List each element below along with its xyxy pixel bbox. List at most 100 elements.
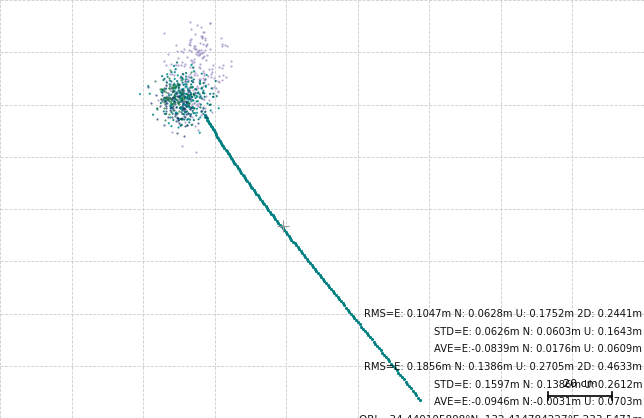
- Point: [188, 64, 198, 70]
- Point: [179, 133, 189, 139]
- Point: [168, 87, 178, 94]
- Point: [201, 112, 211, 118]
- Point: [199, 90, 209, 97]
- Point: [401, 378, 411, 385]
- Point: [160, 98, 171, 105]
- Point: [236, 170, 247, 176]
- Point: [196, 94, 206, 100]
- Point: [189, 89, 200, 96]
- Point: [334, 296, 345, 303]
- Point: [179, 92, 189, 99]
- Point: [198, 48, 208, 55]
- Point: [189, 71, 199, 78]
- Point: [174, 94, 184, 101]
- Point: [191, 112, 202, 119]
- Point: [206, 122, 216, 129]
- Point: [205, 121, 215, 127]
- Point: [180, 94, 191, 101]
- Point: [176, 89, 187, 95]
- Point: [190, 42, 200, 49]
- Point: [176, 95, 186, 102]
- Point: [313, 270, 323, 276]
- Point: [263, 206, 274, 213]
- Point: [173, 115, 183, 121]
- Point: [164, 111, 175, 117]
- Point: [167, 101, 177, 108]
- Point: [161, 89, 171, 96]
- Point: [182, 122, 193, 128]
- Point: [182, 99, 193, 106]
- Point: [191, 148, 202, 155]
- Point: [165, 83, 175, 89]
- Point: [188, 64, 198, 71]
- Point: [170, 92, 180, 98]
- Point: [208, 90, 218, 97]
- Point: [259, 201, 269, 208]
- Point: [368, 338, 379, 345]
- Point: [412, 392, 422, 399]
- Point: [180, 109, 190, 116]
- Point: [206, 70, 216, 77]
- Point: [194, 52, 204, 59]
- Point: [211, 84, 221, 91]
- Point: [175, 77, 185, 84]
- Point: [176, 122, 187, 128]
- Point: [201, 113, 211, 120]
- Point: [207, 62, 218, 69]
- Point: [163, 90, 173, 97]
- Point: [182, 94, 192, 100]
- Point: [200, 105, 210, 112]
- Point: [218, 72, 229, 79]
- Point: [181, 110, 191, 117]
- Point: [201, 82, 211, 89]
- Point: [197, 35, 207, 41]
- Point: [168, 89, 178, 96]
- Point: [292, 244, 303, 251]
- Point: [205, 19, 216, 26]
- Point: [207, 69, 217, 75]
- Point: [204, 81, 214, 88]
- Point: [187, 94, 197, 100]
- Point: [282, 231, 292, 237]
- Point: [162, 51, 173, 57]
- Point: [185, 104, 196, 110]
- Point: [310, 265, 320, 272]
- Point: [161, 94, 171, 100]
- Point: [205, 107, 216, 114]
- Point: [172, 82, 182, 89]
- Point: [168, 117, 178, 123]
- Point: [182, 81, 192, 88]
- Point: [169, 92, 179, 98]
- Point: [270, 216, 281, 222]
- Point: [180, 94, 190, 100]
- Point: [169, 88, 179, 94]
- Point: [177, 75, 187, 82]
- Point: [199, 71, 209, 78]
- Point: [255, 196, 265, 202]
- Point: [171, 91, 182, 97]
- Point: [169, 99, 180, 106]
- Point: [171, 82, 181, 89]
- Point: [176, 105, 187, 112]
- Point: [214, 137, 225, 143]
- Point: [185, 89, 196, 96]
- Point: [161, 102, 171, 109]
- Point: [175, 105, 185, 112]
- Point: [189, 89, 200, 96]
- Point: [193, 102, 203, 109]
- Point: [199, 96, 209, 103]
- Point: [217, 141, 227, 148]
- Point: [182, 86, 193, 93]
- Point: [174, 101, 184, 107]
- Point: [246, 184, 256, 190]
- Point: [217, 65, 227, 71]
- Point: [200, 109, 211, 115]
- Point: [175, 82, 185, 88]
- Point: [196, 107, 207, 114]
- Point: [172, 59, 182, 66]
- Point: [185, 56, 196, 63]
- Point: [218, 61, 228, 68]
- Point: [161, 82, 171, 89]
- Point: [161, 94, 171, 101]
- Point: [178, 48, 188, 55]
